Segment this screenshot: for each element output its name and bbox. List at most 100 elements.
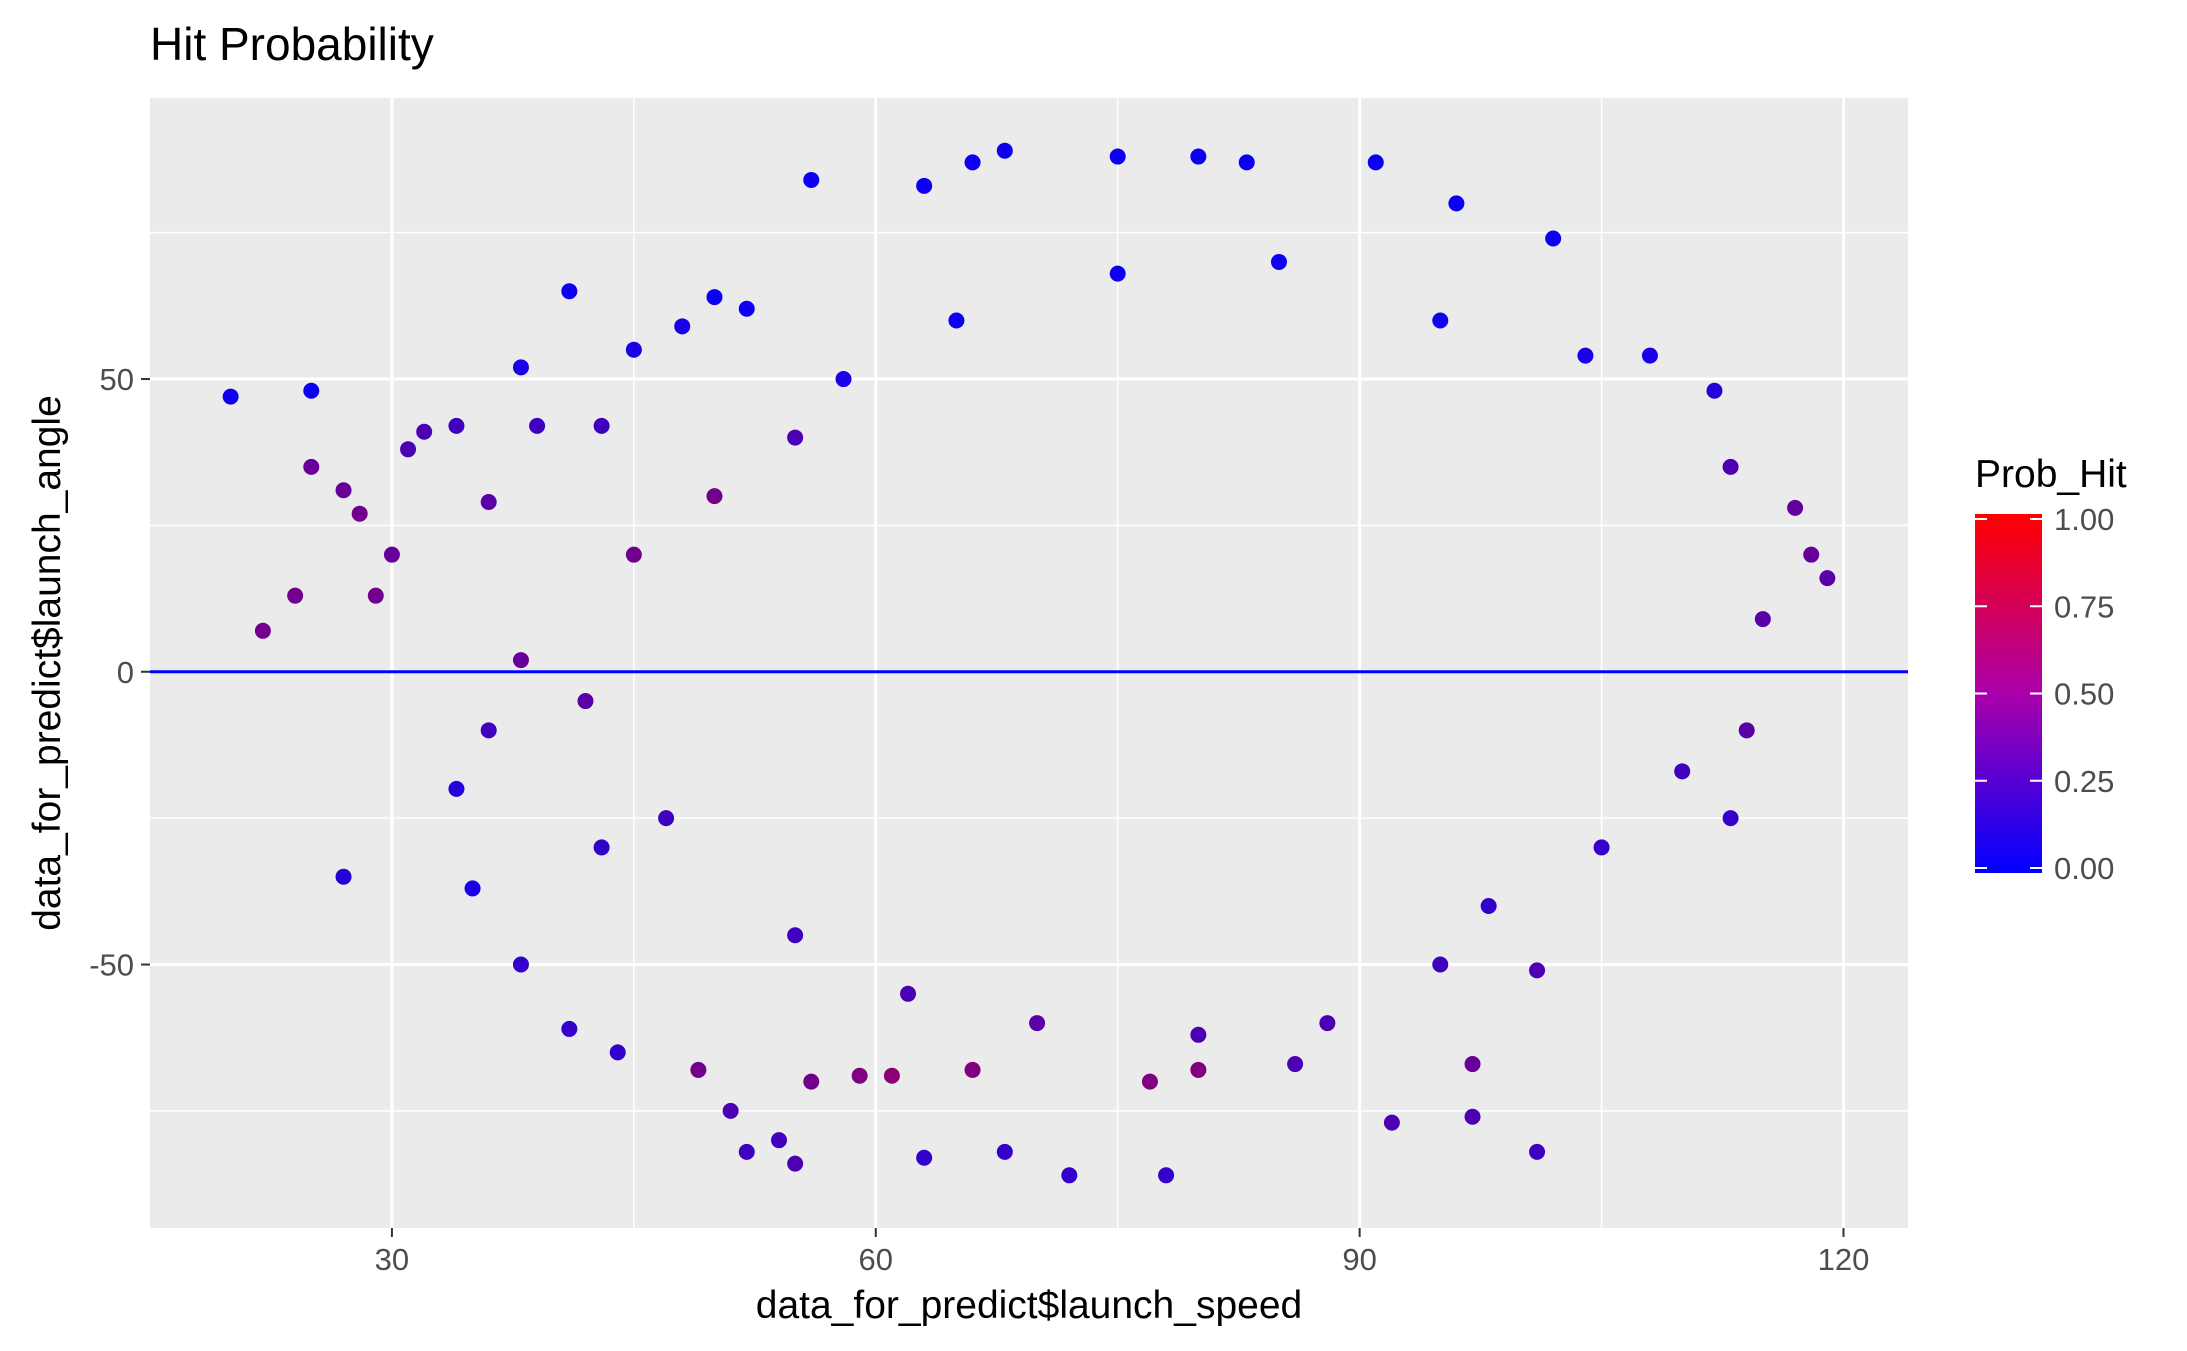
scatter-point xyxy=(738,300,755,317)
scatter-point xyxy=(1061,1167,1078,1184)
scatter-point xyxy=(851,1067,868,1084)
scatter-point xyxy=(480,722,497,739)
scatter-point xyxy=(996,1143,1013,1160)
scatter-point xyxy=(883,1067,900,1084)
scatter-point xyxy=(948,312,965,329)
y-axis-title: data_for_predict$launch_angle xyxy=(26,395,69,931)
scatter-point xyxy=(803,1073,820,1090)
scatter-point xyxy=(706,488,723,505)
scatter-point xyxy=(448,780,465,797)
scatter-point xyxy=(1383,1114,1400,1131)
x-tick-label: 30 xyxy=(375,1242,409,1277)
scatter-point xyxy=(335,868,352,885)
scatter-point xyxy=(1287,1056,1304,1073)
y-tick-label: 0 xyxy=(117,655,134,690)
scatter-point xyxy=(1141,1073,1158,1090)
legend-tick-label: 1.00 xyxy=(2054,502,2114,537)
scatter-point xyxy=(1577,347,1594,364)
scatter-point xyxy=(1432,312,1449,329)
scatter-point xyxy=(674,318,691,335)
y-axis-ticks: -50 0 50 xyxy=(89,362,150,983)
scatter-point xyxy=(916,177,933,194)
x-tick-label: 120 xyxy=(1818,1242,1870,1277)
scatter-point xyxy=(1158,1167,1175,1184)
scatter-point xyxy=(593,839,610,856)
scatter-point xyxy=(690,1061,707,1078)
scatter-point xyxy=(351,505,368,522)
scatter-point xyxy=(1109,148,1126,165)
legend-tick-label: 0.75 xyxy=(2054,589,2114,624)
scatter-point xyxy=(1706,382,1723,399)
scatter-point xyxy=(1803,546,1820,563)
scatter-point xyxy=(1722,810,1739,827)
scatter-point xyxy=(835,371,852,388)
legend-tick-label: 0.00 xyxy=(2054,851,2114,886)
scatter-point xyxy=(367,587,384,604)
scatter-point xyxy=(1109,265,1126,282)
scatter-point xyxy=(1819,570,1836,587)
scatter-point xyxy=(1464,1056,1481,1073)
x-axis-title: data_for_predict$launch_speed xyxy=(756,1284,1302,1327)
legend-tick-label: 0.25 xyxy=(2054,764,2114,799)
scatter-point xyxy=(787,927,804,944)
legend-ticks: 0.00 0.25 0.50 0.75 1.00 xyxy=(1975,502,2114,886)
scatter-point xyxy=(1448,195,1465,212)
scatter-point xyxy=(1787,499,1804,516)
scatter-point xyxy=(1738,722,1755,739)
scatter-point xyxy=(1190,1026,1207,1043)
scatter-point xyxy=(400,441,417,458)
scatter-point xyxy=(303,382,320,399)
scatter-point xyxy=(803,171,820,188)
scatter-point xyxy=(1593,839,1610,856)
scatter-point xyxy=(1529,962,1546,979)
scatter-point xyxy=(1464,1108,1481,1125)
scatter-point xyxy=(464,880,481,897)
scatter-point xyxy=(577,693,594,710)
scatter-point xyxy=(1319,1015,1336,1032)
scatter-point xyxy=(722,1102,739,1119)
scatter-point xyxy=(1545,230,1562,247)
scatter-point xyxy=(900,985,917,1002)
scatter-point xyxy=(529,417,546,434)
scatter-point xyxy=(916,1149,933,1166)
y-tick-label: -50 xyxy=(89,948,134,983)
scatter-point xyxy=(609,1044,626,1061)
scatter-point xyxy=(335,482,352,499)
scatter-point xyxy=(254,622,271,639)
scatter-point xyxy=(996,142,1013,159)
scatter-point xyxy=(287,587,304,604)
scatter-point xyxy=(706,289,723,306)
scatter-point xyxy=(1432,956,1449,973)
scatter-point xyxy=(964,1061,981,1078)
scatter-point xyxy=(1754,611,1771,628)
scatter-point xyxy=(593,417,610,434)
scatter-point xyxy=(1722,458,1739,475)
scatter-point xyxy=(1190,148,1207,165)
x-axis-ticks: 30 60 90 120 xyxy=(375,1228,1870,1277)
x-tick-label: 60 xyxy=(859,1242,893,1277)
plot-panel xyxy=(150,98,1908,1228)
scatter-point xyxy=(448,417,465,434)
scatter-point xyxy=(512,956,529,973)
scatter-point xyxy=(222,388,239,405)
color-legend: Prob_Hit 0.00 0.25 0.50 0.75 1.00 xyxy=(1975,453,2127,886)
scatter-point xyxy=(512,652,529,669)
scatter-point xyxy=(1238,154,1255,171)
scatter-point xyxy=(1674,763,1691,780)
scatter-point xyxy=(787,429,804,446)
scatter-point xyxy=(1480,897,1497,914)
scatter-point xyxy=(1270,253,1287,270)
grid-minor xyxy=(150,98,1908,1228)
scatter-point xyxy=(383,546,400,563)
scatter-point xyxy=(1367,154,1384,171)
scatter-point xyxy=(658,810,675,827)
y-tick-label: 50 xyxy=(100,362,134,397)
scatter-point xyxy=(561,283,578,300)
x-tick-label: 90 xyxy=(1342,1242,1376,1277)
scatter-point xyxy=(771,1132,788,1149)
legend-tick-label: 0.50 xyxy=(2054,677,2114,712)
scatter-point xyxy=(416,423,433,440)
scatter-point xyxy=(480,493,497,510)
scatter-point xyxy=(1029,1015,1046,1032)
